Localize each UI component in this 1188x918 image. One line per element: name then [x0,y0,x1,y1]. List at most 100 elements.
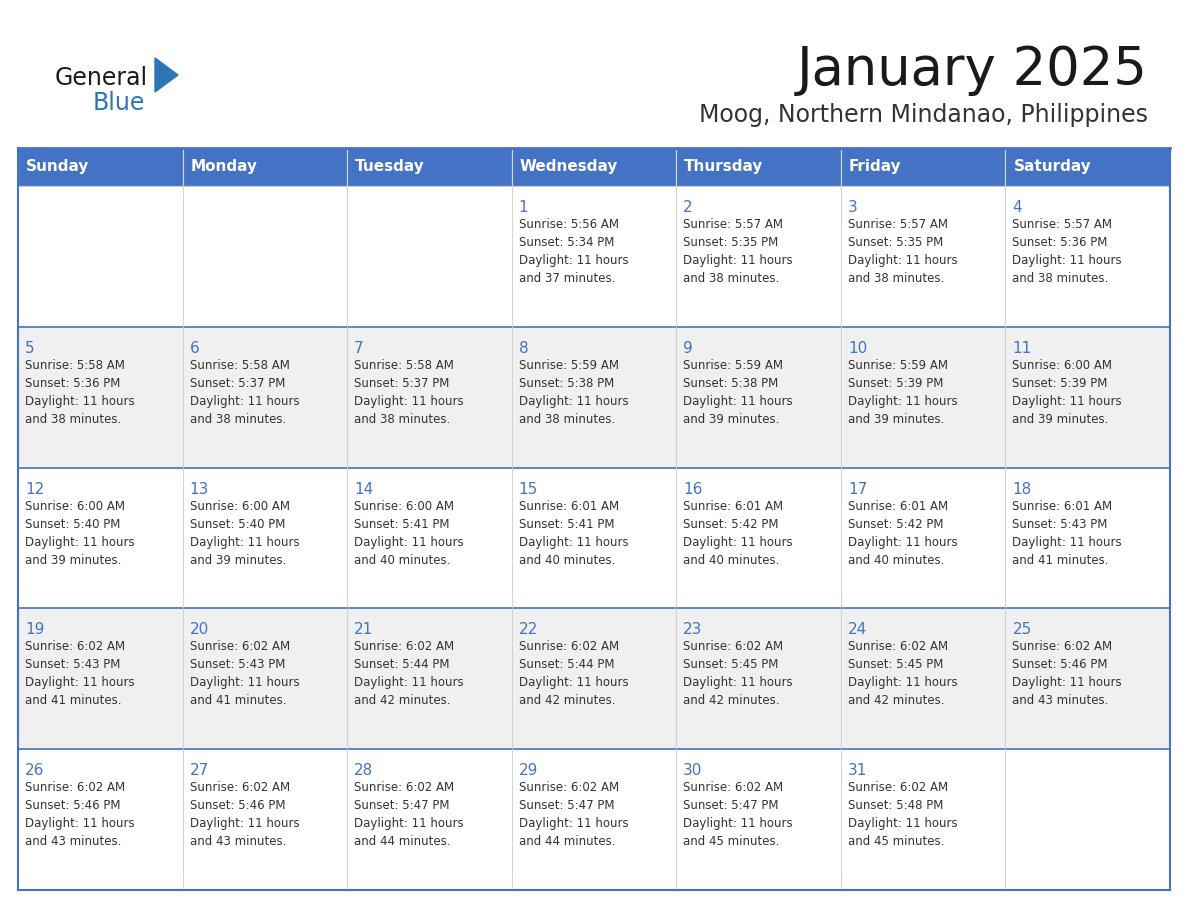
Text: Sunrise: 5:58 AM
Sunset: 5:36 PM
Daylight: 11 hours
and 38 minutes.: Sunrise: 5:58 AM Sunset: 5:36 PM Dayligh… [25,359,134,426]
Text: Sunrise: 6:02 AM
Sunset: 5:43 PM
Daylight: 11 hours
and 41 minutes.: Sunrise: 6:02 AM Sunset: 5:43 PM Dayligh… [190,641,299,708]
Bar [676,186,841,327]
Text: Saturday: Saturday [1013,160,1092,174]
Text: 5: 5 [25,341,34,356]
Text: 22: 22 [519,622,538,637]
Text: Sunrise: 6:02 AM
Sunset: 5:45 PM
Daylight: 11 hours
and 42 minutes.: Sunrise: 6:02 AM Sunset: 5:45 PM Dayligh… [683,641,792,708]
Bar [1005,186,1170,327]
Bar [347,327,512,467]
Text: 30: 30 [683,763,702,778]
Text: 24: 24 [848,622,867,637]
Bar [347,186,512,327]
Text: Sunrise: 6:00 AM
Sunset: 5:41 PM
Daylight: 11 hours
and 40 minutes.: Sunrise: 6:00 AM Sunset: 5:41 PM Dayligh… [354,499,463,566]
Text: 25: 25 [1012,622,1031,637]
Text: Sunrise: 5:58 AM
Sunset: 5:37 PM
Daylight: 11 hours
and 38 minutes.: Sunrise: 5:58 AM Sunset: 5:37 PM Dayligh… [190,359,299,426]
Text: Sunrise: 6:02 AM
Sunset: 5:47 PM
Daylight: 11 hours
and 44 minutes.: Sunrise: 6:02 AM Sunset: 5:47 PM Dayligh… [354,781,463,848]
Bar [347,467,512,609]
Bar [676,467,841,609]
Bar [676,327,841,467]
Text: 15: 15 [519,482,538,497]
Text: General: General [55,66,148,90]
Text: 29: 29 [519,763,538,778]
Text: Sunrise: 6:02 AM
Sunset: 5:43 PM
Daylight: 11 hours
and 41 minutes.: Sunrise: 6:02 AM Sunset: 5:43 PM Dayligh… [25,641,134,708]
Text: Sunrise: 5:59 AM
Sunset: 5:39 PM
Daylight: 11 hours
and 39 minutes.: Sunrise: 5:59 AM Sunset: 5:39 PM Dayligh… [848,359,958,426]
Text: 4: 4 [1012,200,1022,215]
Bar [1005,327,1170,467]
Text: Sunrise: 6:02 AM
Sunset: 5:46 PM
Daylight: 11 hours
and 43 minutes.: Sunrise: 6:02 AM Sunset: 5:46 PM Dayligh… [190,781,299,848]
Text: Sunrise: 5:57 AM
Sunset: 5:36 PM
Daylight: 11 hours
and 38 minutes.: Sunrise: 5:57 AM Sunset: 5:36 PM Dayligh… [1012,218,1121,285]
Bar [18,467,183,609]
Text: 28: 28 [354,763,373,778]
Bar [1005,609,1170,749]
Text: 27: 27 [190,763,209,778]
Text: Thursday: Thursday [684,160,764,174]
Text: 12: 12 [25,482,44,497]
Text: 20: 20 [190,622,209,637]
Text: 23: 23 [683,622,702,637]
Text: Sunrise: 6:00 AM
Sunset: 5:40 PM
Daylight: 11 hours
and 39 minutes.: Sunrise: 6:00 AM Sunset: 5:40 PM Dayligh… [25,499,134,566]
Bar [18,186,183,327]
Bar [347,148,512,186]
Text: 3: 3 [848,200,858,215]
Text: Sunrise: 6:01 AM
Sunset: 5:42 PM
Daylight: 11 hours
and 40 minutes.: Sunrise: 6:01 AM Sunset: 5:42 PM Dayligh… [848,499,958,566]
Bar [1005,749,1170,890]
Bar [841,327,1005,467]
Bar [18,609,183,749]
Text: Sunrise: 6:02 AM
Sunset: 5:44 PM
Daylight: 11 hours
and 42 minutes.: Sunrise: 6:02 AM Sunset: 5:44 PM Dayligh… [519,641,628,708]
Text: Sunrise: 6:02 AM
Sunset: 5:47 PM
Daylight: 11 hours
and 45 minutes.: Sunrise: 6:02 AM Sunset: 5:47 PM Dayligh… [683,781,792,848]
Text: Sunrise: 6:02 AM
Sunset: 5:46 PM
Daylight: 11 hours
and 43 minutes.: Sunrise: 6:02 AM Sunset: 5:46 PM Dayligh… [25,781,134,848]
Bar [841,749,1005,890]
Text: Sunrise: 6:02 AM
Sunset: 5:44 PM
Daylight: 11 hours
and 42 minutes.: Sunrise: 6:02 AM Sunset: 5:44 PM Dayligh… [354,641,463,708]
Text: January 2025: January 2025 [797,44,1148,96]
Bar [1005,148,1170,186]
Bar [1005,467,1170,609]
Text: Wednesday: Wednesday [519,160,618,174]
Text: Sunday: Sunday [26,160,89,174]
Bar [512,327,676,467]
Text: 17: 17 [848,482,867,497]
Bar [841,186,1005,327]
Text: Sunrise: 6:02 AM
Sunset: 5:48 PM
Daylight: 11 hours
and 45 minutes.: Sunrise: 6:02 AM Sunset: 5:48 PM Dayligh… [848,781,958,848]
Bar [18,327,183,467]
Text: Sunrise: 6:02 AM
Sunset: 5:46 PM
Daylight: 11 hours
and 43 minutes.: Sunrise: 6:02 AM Sunset: 5:46 PM Dayligh… [1012,641,1121,708]
Bar [676,148,841,186]
Text: Sunrise: 5:59 AM
Sunset: 5:38 PM
Daylight: 11 hours
and 39 minutes.: Sunrise: 5:59 AM Sunset: 5:38 PM Dayligh… [683,359,792,426]
Bar [512,148,676,186]
Text: 26: 26 [25,763,44,778]
Bar [676,609,841,749]
Bar [512,186,676,327]
Bar [347,609,512,749]
Text: 16: 16 [683,482,702,497]
Bar [841,467,1005,609]
Text: 9: 9 [683,341,693,356]
Bar [347,749,512,890]
Text: 19: 19 [25,622,44,637]
Text: Sunrise: 6:02 AM
Sunset: 5:45 PM
Daylight: 11 hours
and 42 minutes.: Sunrise: 6:02 AM Sunset: 5:45 PM Dayligh… [848,641,958,708]
Bar [183,467,347,609]
Text: 7: 7 [354,341,364,356]
Bar [512,749,676,890]
Text: 14: 14 [354,482,373,497]
Text: Sunrise: 6:00 AM
Sunset: 5:39 PM
Daylight: 11 hours
and 39 minutes.: Sunrise: 6:00 AM Sunset: 5:39 PM Dayligh… [1012,359,1121,426]
Polygon shape [154,58,178,92]
Text: 18: 18 [1012,482,1031,497]
Bar [183,749,347,890]
Text: 21: 21 [354,622,373,637]
Text: Sunrise: 5:57 AM
Sunset: 5:35 PM
Daylight: 11 hours
and 38 minutes.: Sunrise: 5:57 AM Sunset: 5:35 PM Dayligh… [683,218,792,285]
Bar [183,609,347,749]
Text: Friday: Friday [849,160,902,174]
Text: Tuesday: Tuesday [355,160,425,174]
Text: Sunrise: 6:01 AM
Sunset: 5:42 PM
Daylight: 11 hours
and 40 minutes.: Sunrise: 6:01 AM Sunset: 5:42 PM Dayligh… [683,499,792,566]
Text: 10: 10 [848,341,867,356]
Bar [183,148,347,186]
Bar [841,609,1005,749]
Text: Monday: Monday [190,160,258,174]
Text: Sunrise: 6:00 AM
Sunset: 5:40 PM
Daylight: 11 hours
and 39 minutes.: Sunrise: 6:00 AM Sunset: 5:40 PM Dayligh… [190,499,299,566]
Bar [183,186,347,327]
Text: 11: 11 [1012,341,1031,356]
Text: Sunrise: 5:58 AM
Sunset: 5:37 PM
Daylight: 11 hours
and 38 minutes.: Sunrise: 5:58 AM Sunset: 5:37 PM Dayligh… [354,359,463,426]
Bar [676,749,841,890]
Text: 6: 6 [190,341,200,356]
Text: Sunrise: 6:01 AM
Sunset: 5:43 PM
Daylight: 11 hours
and 41 minutes.: Sunrise: 6:01 AM Sunset: 5:43 PM Dayligh… [1012,499,1121,566]
Bar [18,148,183,186]
Text: 31: 31 [848,763,867,778]
